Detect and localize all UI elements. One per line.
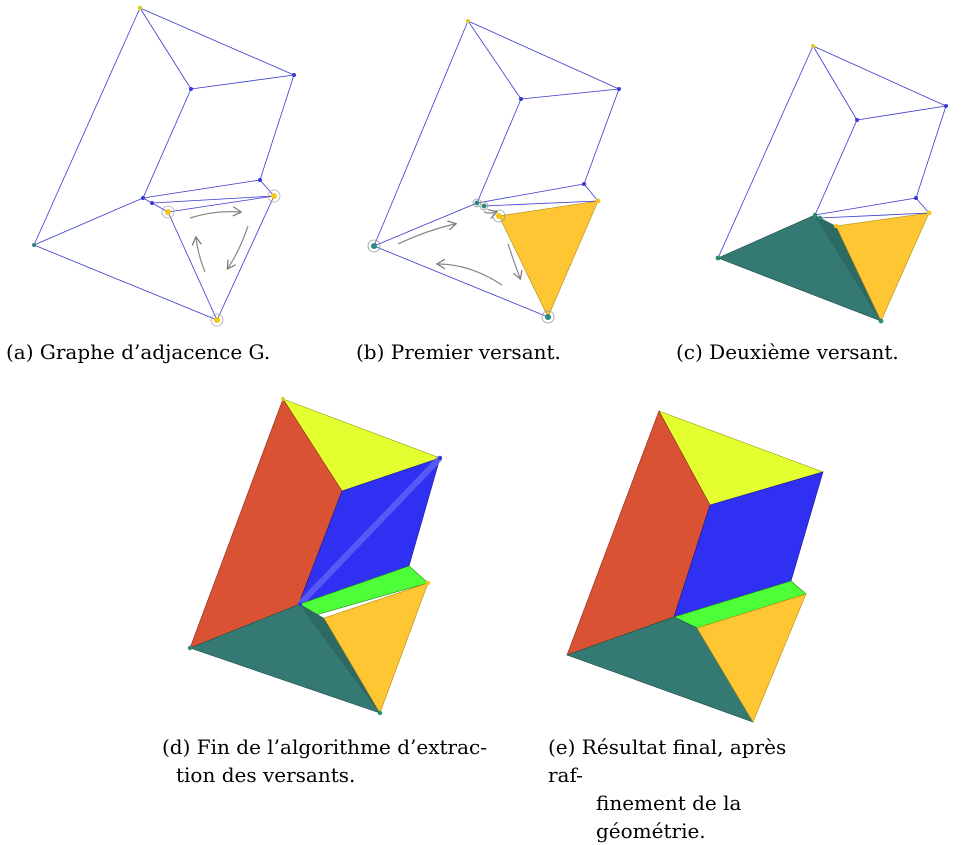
caption-a: (a) Graphe d’adjacence G. xyxy=(6,340,271,364)
panel-e-face-yellow xyxy=(696,593,807,723)
panel-d-face-yellow xyxy=(323,582,429,714)
caption-e-line1: (e) Résultat final, après raf- xyxy=(548,735,787,787)
panel-b-traversal-arrows xyxy=(397,212,520,286)
panel-a-vertices xyxy=(32,5,296,323)
panel-d-blue-diagonal xyxy=(297,455,443,607)
caption-d-line2: tion des versants. xyxy=(176,763,356,787)
panel-a-traversal-arrows xyxy=(189,212,249,273)
panel-a-adjacency-graph xyxy=(32,5,296,327)
caption-e: (e) Résultat final, après raf- finement … xyxy=(548,733,798,845)
panel-b-vertices xyxy=(371,19,621,320)
caption-b: (b) Premier versant. xyxy=(356,340,561,364)
panel-b-selection-rings xyxy=(367,198,555,324)
panel-c-face-yellow xyxy=(835,212,930,322)
caption-d-line1: (d) Fin de l’algorithme d’extrac- xyxy=(162,735,487,759)
panel-c-vertices xyxy=(715,44,948,324)
caption-c: (c) Deuxième versant. xyxy=(676,340,899,364)
caption-e-line2: finement de la géométrie. xyxy=(596,791,742,843)
panel-c-second-slope xyxy=(715,44,948,324)
panel-c-edges xyxy=(717,45,947,259)
figure-canvas xyxy=(32,5,948,723)
panel-d-vertices xyxy=(187,397,443,716)
panel-a-selection-rings xyxy=(161,189,281,327)
panel-d-extraction-end xyxy=(187,397,443,716)
panel-e-final-result xyxy=(566,410,824,723)
panel-d-face-teal-side xyxy=(300,604,380,713)
panel-b-face-yellow xyxy=(498,200,599,318)
panel-b-first-slope xyxy=(367,19,621,324)
panel-c-face-teal-side xyxy=(815,215,881,321)
panel-b-edges xyxy=(373,20,620,318)
panel-a-edges xyxy=(33,7,295,321)
caption-d: (d) Fin de l’algorithme d’extrac- tion d… xyxy=(162,733,540,789)
